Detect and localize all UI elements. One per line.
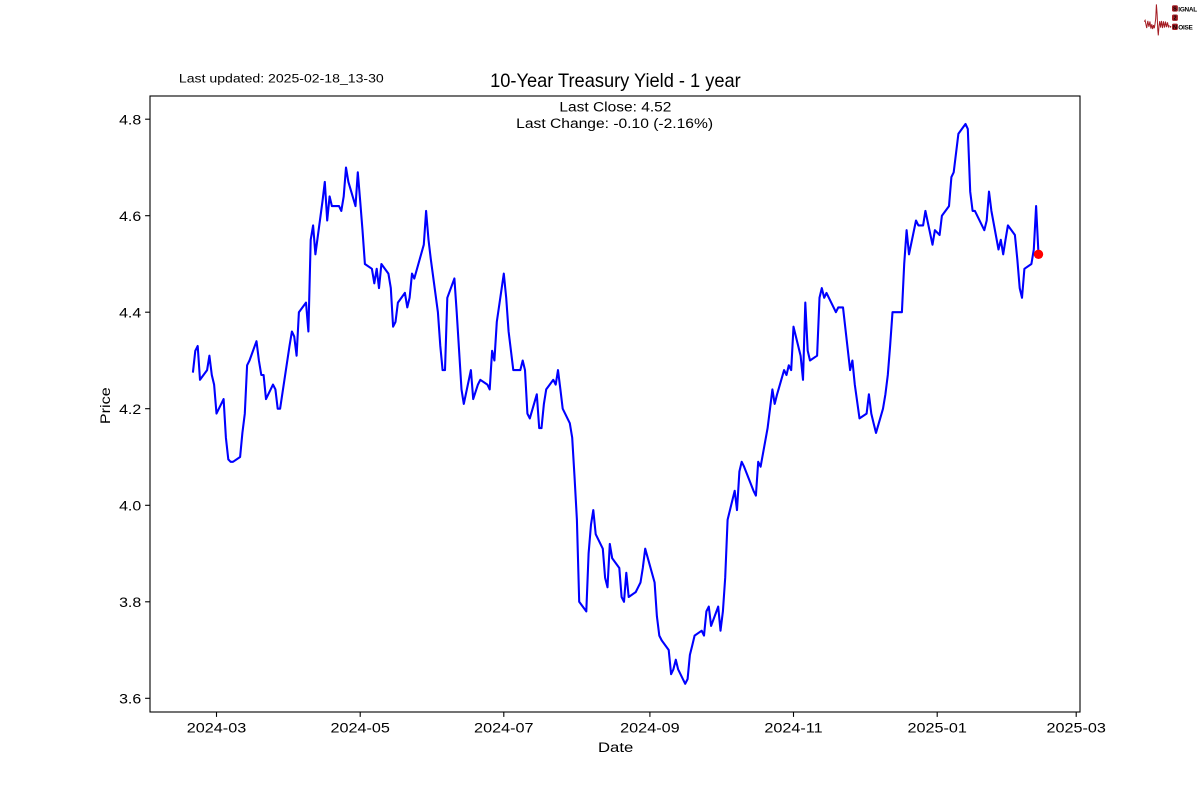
svg-text:2025-01: 2025-01 [907,721,966,737]
svg-text:2024-11: 2024-11 [764,721,822,737]
svg-text:S: S [1173,6,1177,12]
svg-text:Last updated: 2025-02-18_13-30: Last updated: 2025-02-18_13-30 [179,71,384,85]
svg-text:2024-03: 2024-03 [187,721,246,737]
svg-text:4.6: 4.6 [119,209,141,225]
svg-text:IGNAL: IGNAL [1178,6,1197,13]
svg-text:4.0: 4.0 [119,498,141,514]
svg-text:4.8: 4.8 [119,112,141,128]
svg-text:Last Close: 4.52: Last Close: 4.52 [559,100,671,115]
svg-text:4.4: 4.4 [119,305,141,321]
svg-text:N: N [1173,25,1177,31]
svg-text:2025-03: 2025-03 [1046,721,1105,737]
svg-text:3.8: 3.8 [119,595,141,611]
svg-text:2024-09: 2024-09 [620,721,679,737]
svg-text:OISE: OISE [1178,25,1193,32]
svg-text:Last Change: -0.10 (-2.16%): Last Change: -0.10 (-2.16%) [516,117,713,132]
svg-text:4.2: 4.2 [119,402,141,418]
svg-text:2024-05: 2024-05 [330,721,389,737]
svg-text:Price: Price [98,387,114,424]
svg-text:3.6: 3.6 [119,691,141,707]
svg-text:10-Year Treasury Yield - 1 yea: 10-Year Treasury Yield - 1 year [490,69,741,90]
svg-text:2: 2 [1173,16,1176,22]
svg-text:Date: Date [598,740,633,755]
svg-text:2024-07: 2024-07 [474,721,533,737]
